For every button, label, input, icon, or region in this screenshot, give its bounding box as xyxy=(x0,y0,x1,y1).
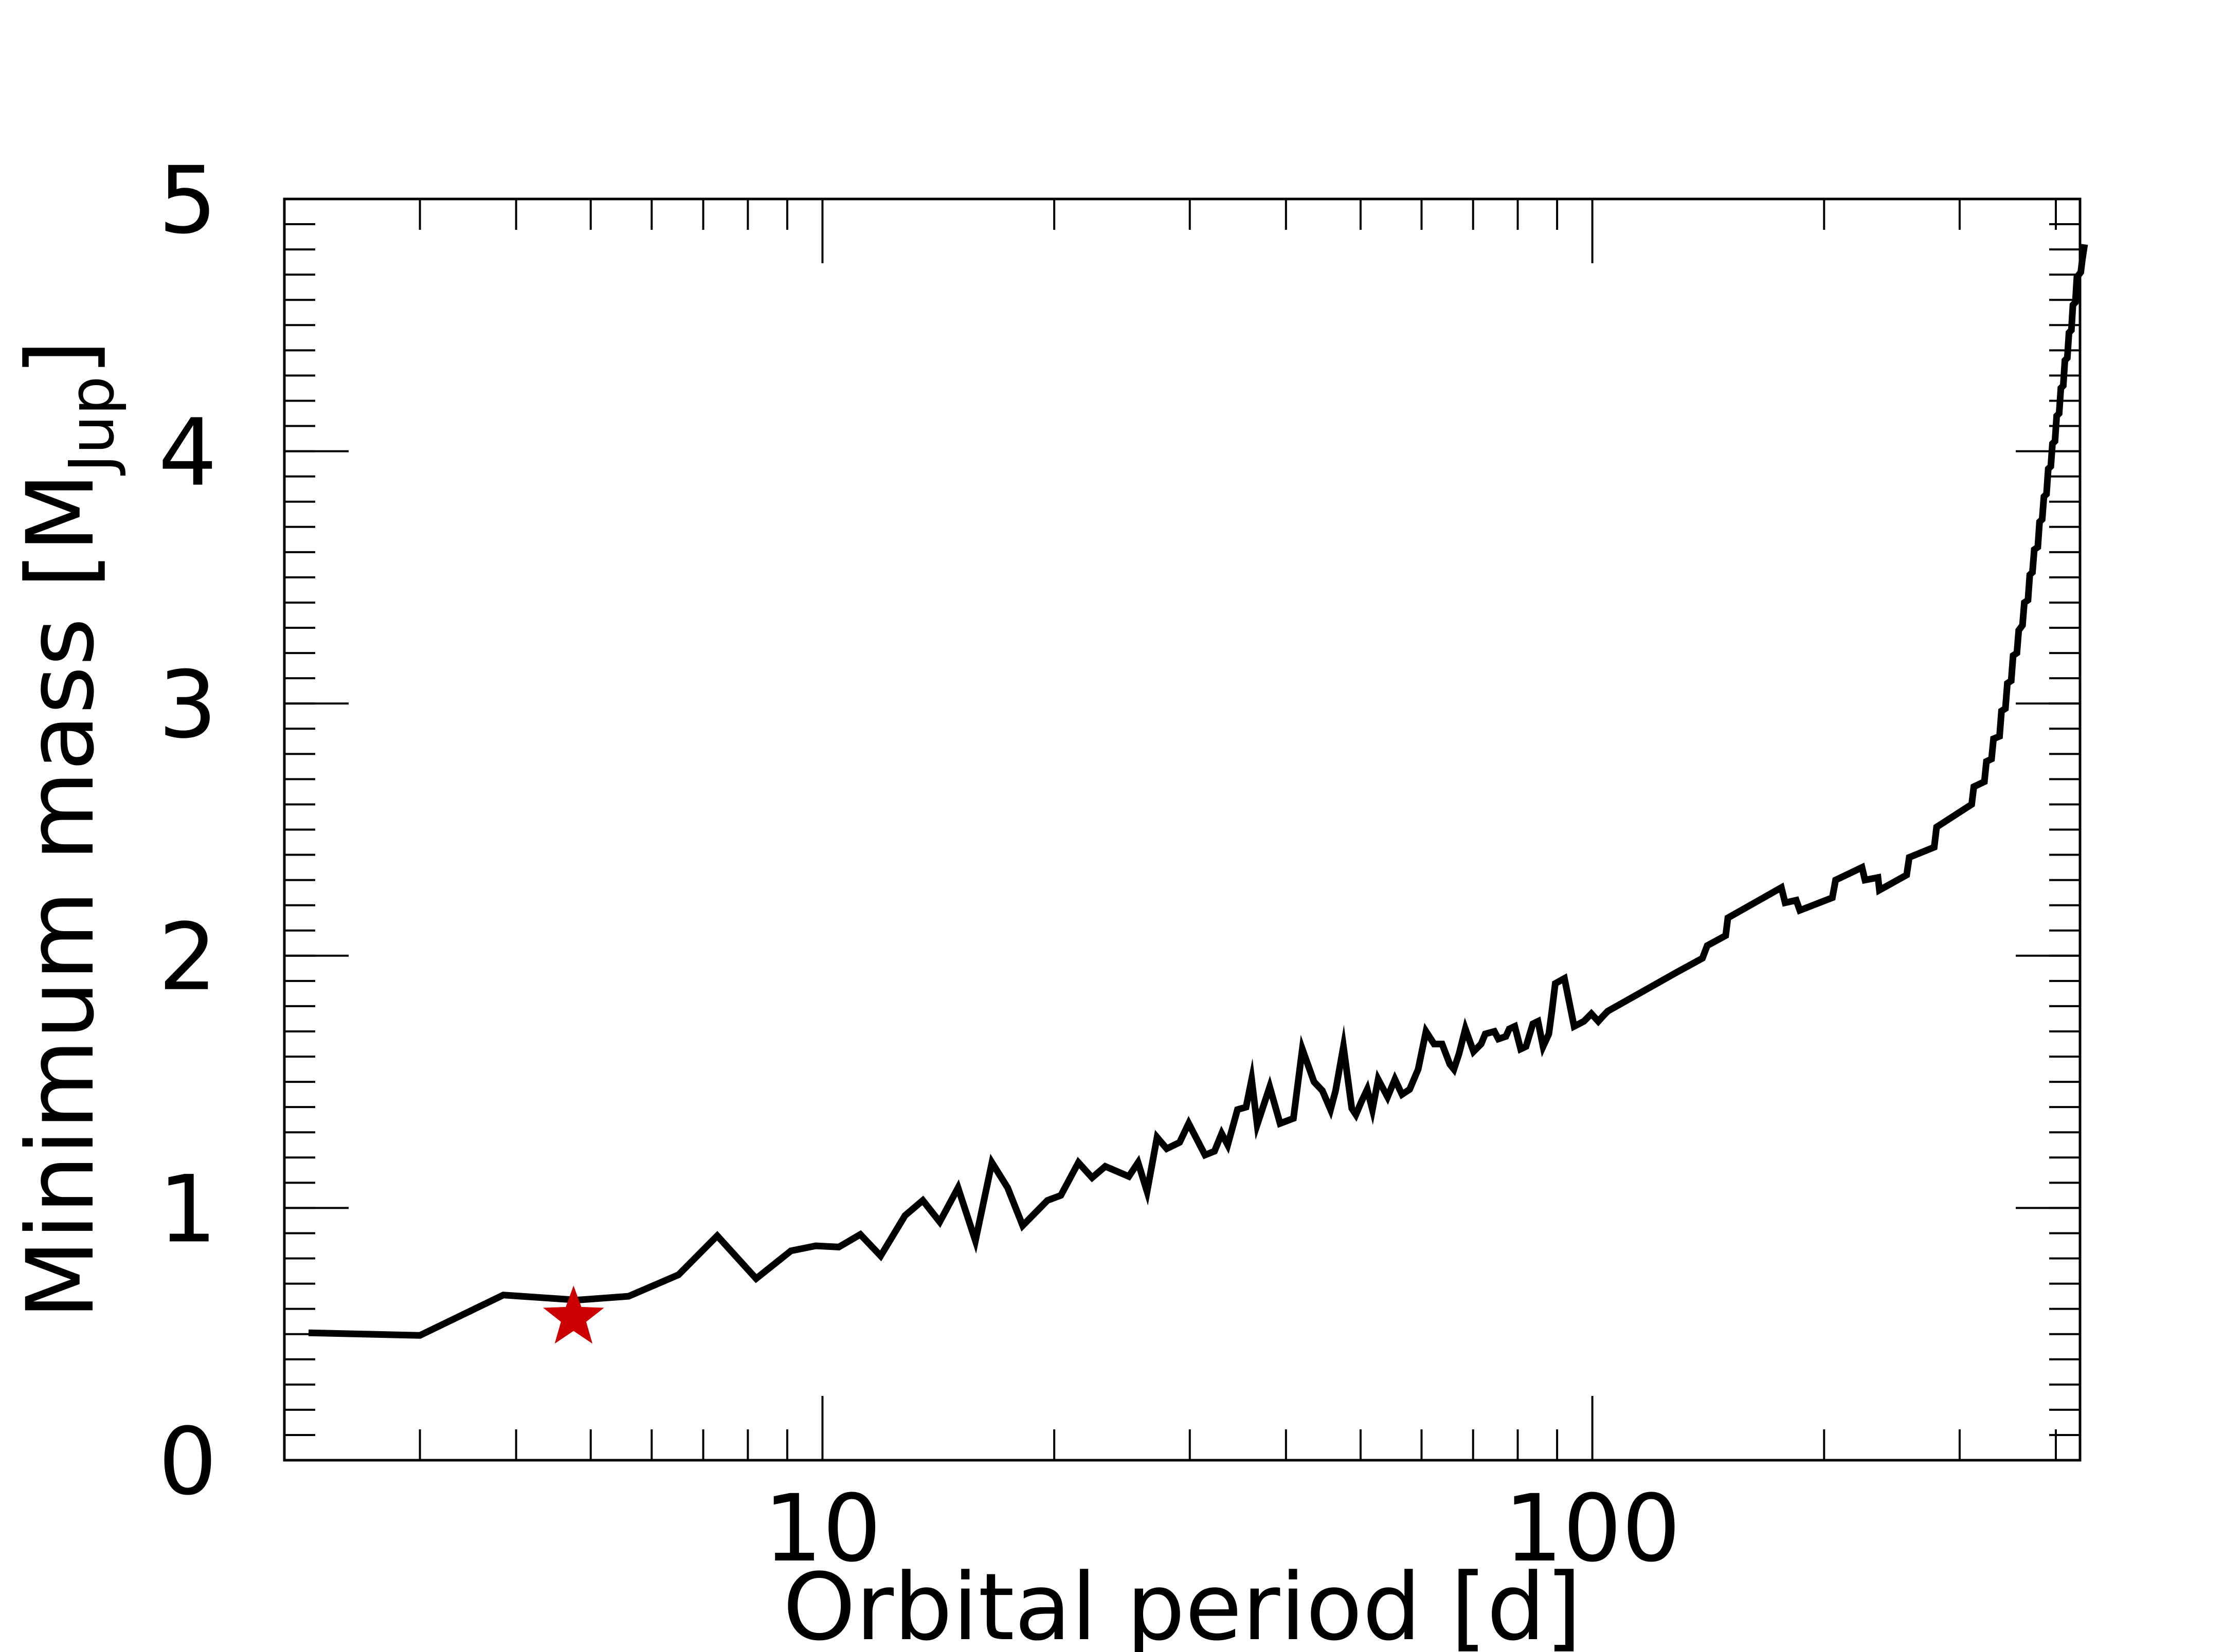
y-axis-title-prefix: Minimum mass [M xyxy=(7,473,115,1319)
x-tick-labels: 10 100 xyxy=(764,1475,1680,1583)
series-line xyxy=(308,244,2088,1339)
y-axis-title-suffix: ] xyxy=(7,340,115,376)
y-tick-labels: 0 1 2 3 4 5 xyxy=(158,147,218,1516)
y-tick-label: 3 xyxy=(158,651,218,759)
y-axis-title-subscript: Jup xyxy=(57,376,128,476)
plot-frame xyxy=(283,197,2082,1462)
y-tick-label: 4 xyxy=(158,400,218,507)
y-tick-label: 5 xyxy=(158,147,218,255)
x-tick-label: 100 xyxy=(1504,1475,1681,1583)
y-tick-label: 1 xyxy=(158,1156,218,1263)
y-tick-label: 0 xyxy=(158,1408,218,1516)
star-marker xyxy=(543,1285,604,1344)
marker-layer xyxy=(543,1285,604,1344)
x-tick-label: 10 xyxy=(764,1475,881,1583)
minor-ticks xyxy=(284,198,2080,1461)
x-axis-title: Orbital period [d] xyxy=(783,1554,1581,1652)
y-axis-title: Minimum mass [MJup] xyxy=(7,340,128,1319)
series-layer xyxy=(308,244,2088,1339)
y-tick-label: 2 xyxy=(158,904,218,1011)
